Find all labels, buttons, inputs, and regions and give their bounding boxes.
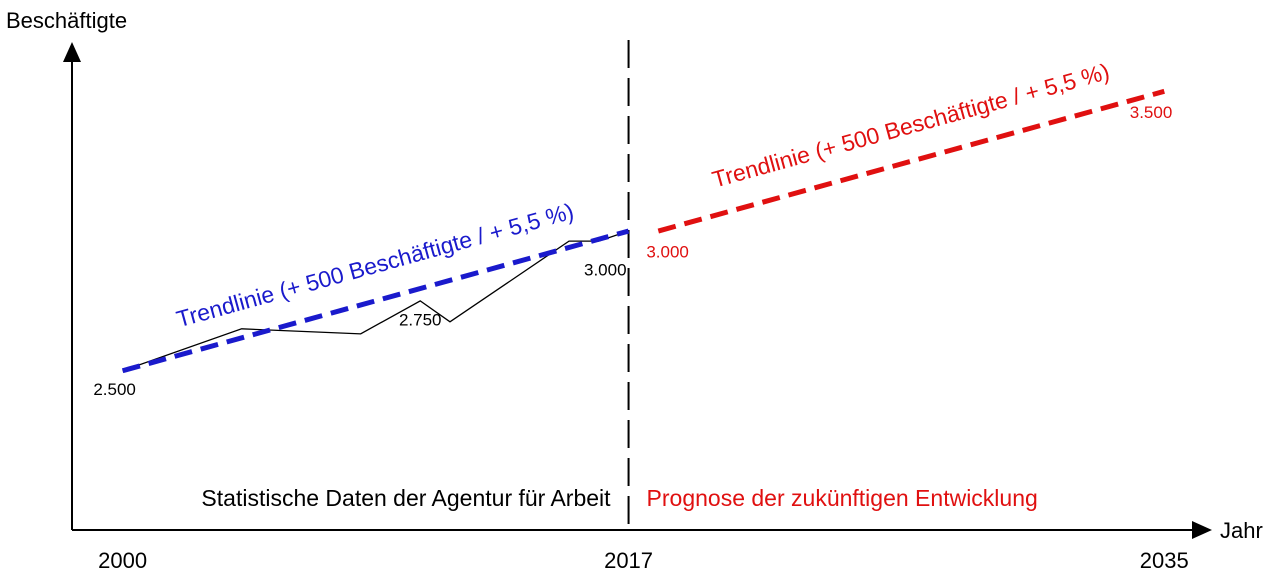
x-axis-label: Jahr	[1220, 518, 1263, 543]
value-label: 2.500	[93, 380, 136, 399]
x-axis-arrow	[1192, 521, 1212, 539]
value-label: 2.750	[399, 310, 442, 329]
value-label: 3.000	[646, 243, 689, 262]
trend-label: Trendlinie (+ 500 Beschäftigte / + 5,5 %…	[709, 58, 1112, 192]
trend-line	[657, 88, 1165, 234]
y-axis-label: Beschäftigte	[6, 8, 127, 33]
trend-line	[121, 228, 630, 374]
y-axis-arrow	[63, 42, 81, 62]
x-tick-label: 2000	[98, 548, 147, 573]
region-label: Prognose der zukünftigen Entwicklung	[647, 485, 1038, 511]
value-label: 3.000	[584, 261, 627, 280]
x-tick-label: 2035	[1140, 548, 1189, 573]
x-tick-label: 2017	[604, 548, 653, 573]
trend-label: Trendlinie (+ 500 Beschäftigte / + 5,5 %…	[174, 198, 577, 332]
value-label: 3.500	[1130, 103, 1173, 122]
region-label: Statistische Daten der Agentur für Arbei…	[201, 485, 611, 511]
